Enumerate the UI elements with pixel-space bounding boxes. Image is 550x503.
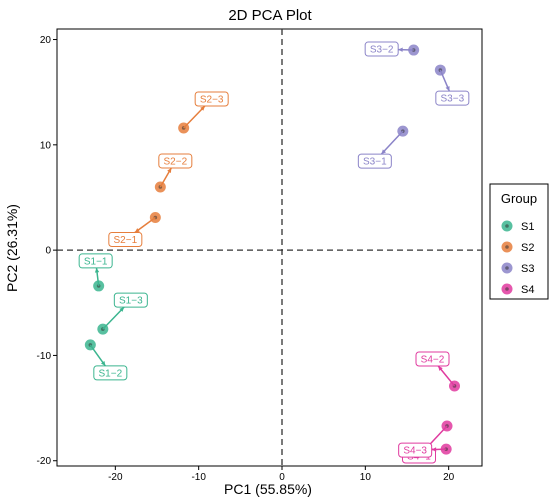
- y-tick-label: 0: [45, 246, 51, 257]
- legend-swatch-center: [505, 224, 509, 228]
- point-label-box: [108, 231, 143, 247]
- legend-label: S3: [521, 263, 534, 275]
- point-label-box: [364, 41, 399, 57]
- leader-arrowhead: [100, 360, 106, 366]
- leader-arrowhead: [94, 267, 100, 273]
- point-labels: S1−1S1−2S1−3S2−1S2−2S2−3S3−1S3−2S3−3S4−1…: [78, 41, 470, 464]
- leader-arrowhead: [438, 365, 443, 371]
- point-label: S3−2: [370, 45, 394, 56]
- y-tick-label: 10: [40, 140, 52, 151]
- point-label-box: [78, 253, 113, 269]
- leader-line: [102, 306, 125, 330]
- y-tick-label: -20: [37, 456, 52, 467]
- point-label: S4−2: [421, 354, 445, 365]
- data-point-center: [444, 447, 448, 451]
- reference-lines: [57, 29, 482, 466]
- legend-label: S1: [521, 221, 534, 233]
- leader-arrowhead: [200, 105, 205, 111]
- point-label: S1−3: [119, 296, 143, 307]
- x-tick-label: 0: [279, 472, 285, 483]
- point-label: S4−3: [403, 446, 427, 457]
- x-tick-label: 20: [443, 472, 455, 483]
- legend: Group S1 S2 S3 S4: [489, 183, 549, 300]
- data-point-center: [411, 48, 416, 52]
- y-tick-label: 20: [40, 35, 52, 46]
- leader-arrowhead: [119, 307, 125, 312]
- point-label-box: [194, 91, 229, 107]
- point-label: S2−1: [114, 235, 138, 246]
- point-label-box: [398, 442, 433, 458]
- point-label-box: [158, 153, 193, 169]
- axes: -20 -10 0 10 20 -20 -10 0 10 20: [37, 35, 455, 483]
- y-tick-label: -10: [37, 351, 52, 362]
- x-tick-label: -20: [108, 472, 123, 483]
- legend-swatch-center: [505, 245, 509, 249]
- legend-swatch-center: [505, 266, 509, 270]
- leader-arrowhead: [134, 228, 140, 233]
- legend-title: Group: [501, 191, 537, 206]
- point-label-box: [435, 90, 470, 106]
- legend-swatch-center: [505, 287, 509, 291]
- leader-line: [183, 105, 206, 129]
- point-label-box: [113, 292, 148, 308]
- point-label: S1−2: [99, 368, 123, 379]
- leader-arrowhead: [381, 149, 387, 155]
- legend-box: [489, 183, 549, 300]
- leader-arrowhead: [167, 167, 172, 173]
- x-tick-label: 10: [360, 472, 372, 483]
- point-label: S3−3: [441, 94, 465, 105]
- point-label: S1−1: [84, 256, 108, 267]
- point-label: S2−3: [200, 94, 224, 105]
- x-tick-label: -10: [191, 472, 206, 483]
- point-label-box: [93, 365, 128, 381]
- point-label-box: [415, 351, 450, 367]
- leader-arrowhead: [398, 47, 403, 52]
- point-label-box: [357, 153, 392, 169]
- leader-arrowhead: [431, 447, 437, 452]
- y-axis-label: PC2 (26.31%): [4, 204, 20, 292]
- leader-arrowhead: [445, 86, 450, 92]
- point-label: S2−2: [164, 156, 188, 167]
- leader-line: [380, 130, 404, 155]
- chart-title: 2D PCA Plot: [228, 7, 312, 24]
- x-axis-label: PC1 (55.85%): [224, 481, 312, 497]
- point-label: S3−1: [363, 157, 387, 168]
- plot-frame: [56, 28, 483, 467]
- legend-label: S2: [521, 242, 534, 254]
- legend-label: S4: [521, 284, 534, 296]
